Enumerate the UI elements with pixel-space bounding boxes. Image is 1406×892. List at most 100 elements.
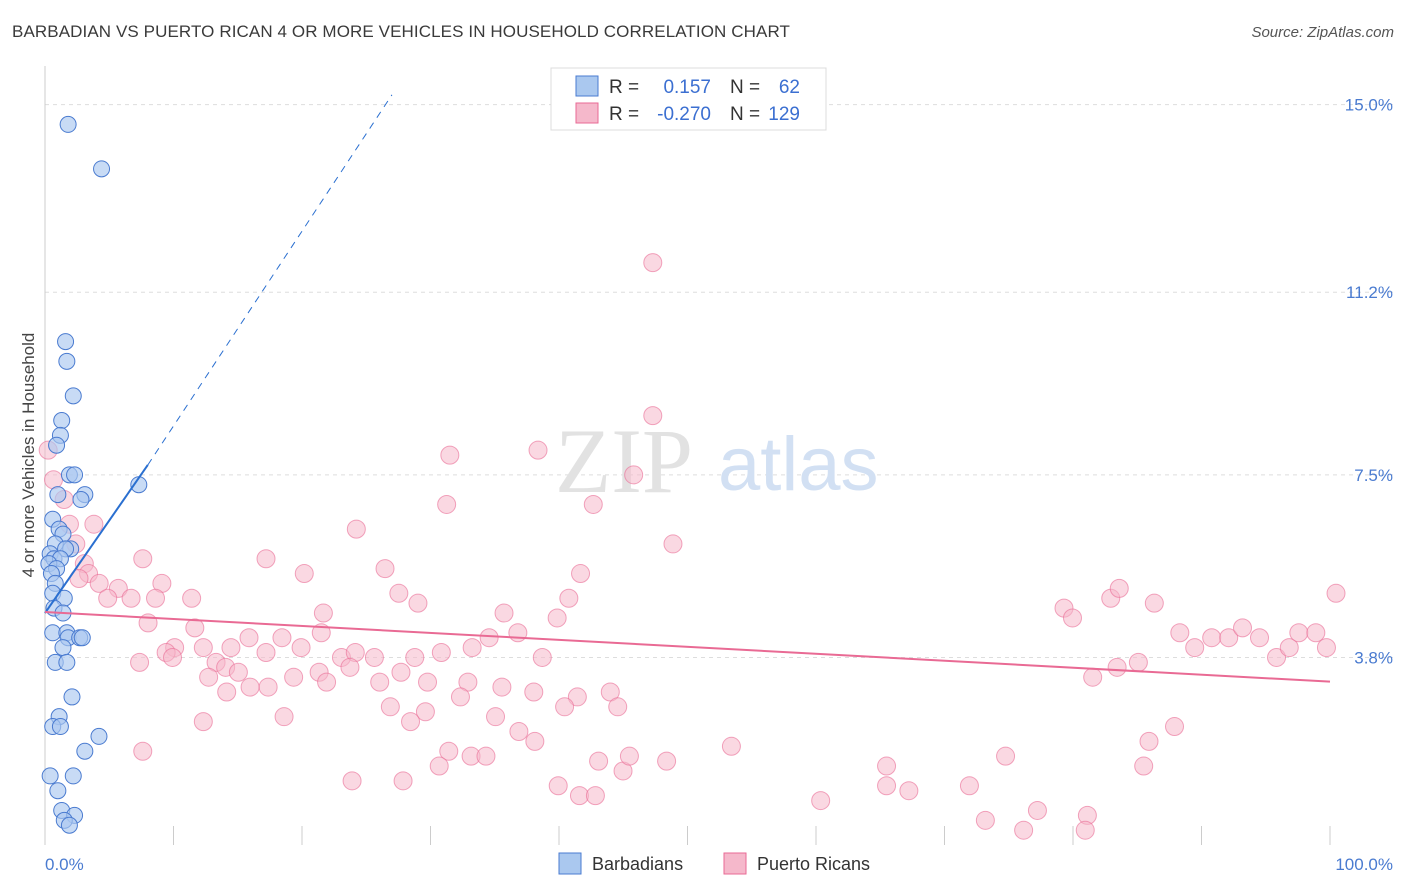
puerto-rican-point	[185, 618, 205, 638]
puerto-rican-point	[1014, 820, 1034, 840]
y-tick-labels: 3.8% 7.5% 11.2% 15.0%	[1345, 96, 1393, 668]
bottom-legend-swatch-blue	[558, 852, 582, 875]
puerto-rican-point	[1306, 623, 1326, 643]
barbadian-trend-line	[44, 464, 149, 614]
watermark: ZIP atlas	[555, 410, 879, 512]
barbadian-point	[48, 436, 66, 454]
puerto-rican-point	[439, 741, 459, 761]
puerto-rican-point	[193, 712, 213, 732]
puerto-rican-point	[44, 470, 64, 490]
puerto-rican-point	[163, 647, 183, 667]
barbadian-point	[49, 782, 67, 800]
puerto-rican-point	[133, 741, 153, 761]
puerto-rican-point	[342, 771, 362, 791]
puerto-rican-point	[899, 781, 919, 801]
legend-n-value-1: 62	[779, 77, 800, 98]
puerto-rican-point	[643, 253, 663, 273]
puerto-rican-point	[1075, 820, 1095, 840]
puerto-rican-point	[1219, 628, 1239, 648]
puerto-rican-point	[996, 746, 1016, 766]
puerto-rican-point	[569, 786, 589, 806]
puerto-rican-point	[1165, 717, 1185, 737]
puerto-rican-point	[657, 751, 677, 771]
barbadian-point	[76, 742, 94, 760]
puerto-rican-point	[721, 736, 741, 756]
puerto-rican-point	[121, 588, 141, 608]
puerto-rican-point	[1107, 657, 1127, 677]
puerto-rican-point	[608, 697, 628, 717]
puerto-rican-point	[311, 623, 331, 643]
puerto-rican-point	[1289, 623, 1309, 643]
bottom-legend-barbadians: Barbadians	[592, 854, 683, 874]
puerto-rican-point	[370, 672, 390, 692]
barbadian-point	[93, 160, 111, 178]
puerto-rican-point	[1083, 667, 1103, 687]
puerto-rican-point	[408, 593, 428, 613]
puerto-rican-point	[240, 677, 260, 697]
watermark-atlas: atlas	[718, 422, 879, 507]
trend-lines	[44, 94, 1331, 683]
x-tick-label: 100.0%	[1335, 855, 1393, 874]
bottom-legend-puerto-ricans: Puerto Ricans	[757, 854, 870, 874]
puerto-rican-point	[256, 643, 276, 663]
puerto-rican-point	[450, 687, 470, 707]
x-tick-label: 0.0%	[45, 855, 84, 874]
puerto-rican-point	[375, 559, 395, 579]
puerto-rican-point	[429, 756, 449, 776]
puerto-rican-point	[567, 687, 587, 707]
puerto-rican-point	[571, 564, 591, 584]
barbadian-point	[64, 767, 82, 785]
barbadian-point	[72, 491, 90, 509]
puerto-rican-point	[1144, 593, 1164, 613]
puerto-rican-point	[486, 707, 506, 727]
puerto-rican-point	[663, 534, 683, 554]
puerto-rican-point	[1202, 628, 1222, 648]
legend-r-label-1: R =	[609, 77, 639, 98]
puerto-rican-point	[462, 638, 482, 658]
puerto-rican-point	[1027, 800, 1047, 820]
barbadian-point	[59, 115, 77, 133]
y-tick-label: 3.8%	[1354, 648, 1393, 667]
legend-r-label-2: R =	[609, 104, 639, 125]
puerto-rican-point	[1326, 583, 1346, 603]
legend: R = 0.157 N = 62 R = -0.270 N = 129	[550, 67, 827, 131]
puerto-rican-point	[559, 588, 579, 608]
puerto-rican-point	[548, 776, 568, 796]
puerto-rican-point	[284, 667, 304, 687]
puerto-rican-point	[274, 707, 294, 727]
puerto-rican-point	[1128, 652, 1148, 672]
puerto-rican-point	[547, 608, 567, 628]
bottom-legend-swatch-pink	[723, 852, 747, 875]
puerto-rican-point	[643, 406, 663, 426]
legend-swatch-pink	[575, 102, 599, 124]
puerto-rican-trend-line	[44, 611, 1331, 683]
puerto-rican-point	[877, 756, 897, 776]
puerto-rican-point	[476, 746, 496, 766]
puerto-rican-point	[619, 746, 639, 766]
puerto-rican-point	[239, 628, 259, 648]
puerto-rican-point	[380, 697, 400, 717]
puerto-rican-point	[528, 440, 548, 460]
puerto-rican-point	[256, 549, 276, 569]
watermark-zip: ZIP	[555, 410, 693, 512]
puerto-rican-point	[877, 776, 897, 796]
puerto-rican-point	[1109, 578, 1129, 598]
barbadian-point	[58, 352, 76, 370]
puerto-rican-point	[975, 810, 995, 830]
puerto-rican-point	[437, 494, 457, 514]
puerto-rican-points	[38, 253, 1346, 840]
puerto-rican-point	[1170, 623, 1190, 643]
barbadian-point	[41, 767, 59, 785]
bottom-legend: Barbadians Puerto Ricans	[558, 852, 870, 875]
puerto-rican-point	[589, 751, 609, 771]
puerto-rican-point	[624, 465, 644, 485]
puerto-rican-point	[294, 564, 314, 584]
x-tick-labels: 0.0% 100.0%	[45, 855, 1393, 874]
puerto-rican-point	[524, 682, 544, 702]
legend-n-label-1: N =	[730, 77, 760, 98]
puerto-rican-point	[401, 712, 421, 732]
puerto-rican-point	[272, 628, 292, 648]
puerto-rican-point	[492, 677, 512, 697]
puerto-rican-point	[555, 697, 575, 717]
barbadian-point	[73, 629, 91, 647]
